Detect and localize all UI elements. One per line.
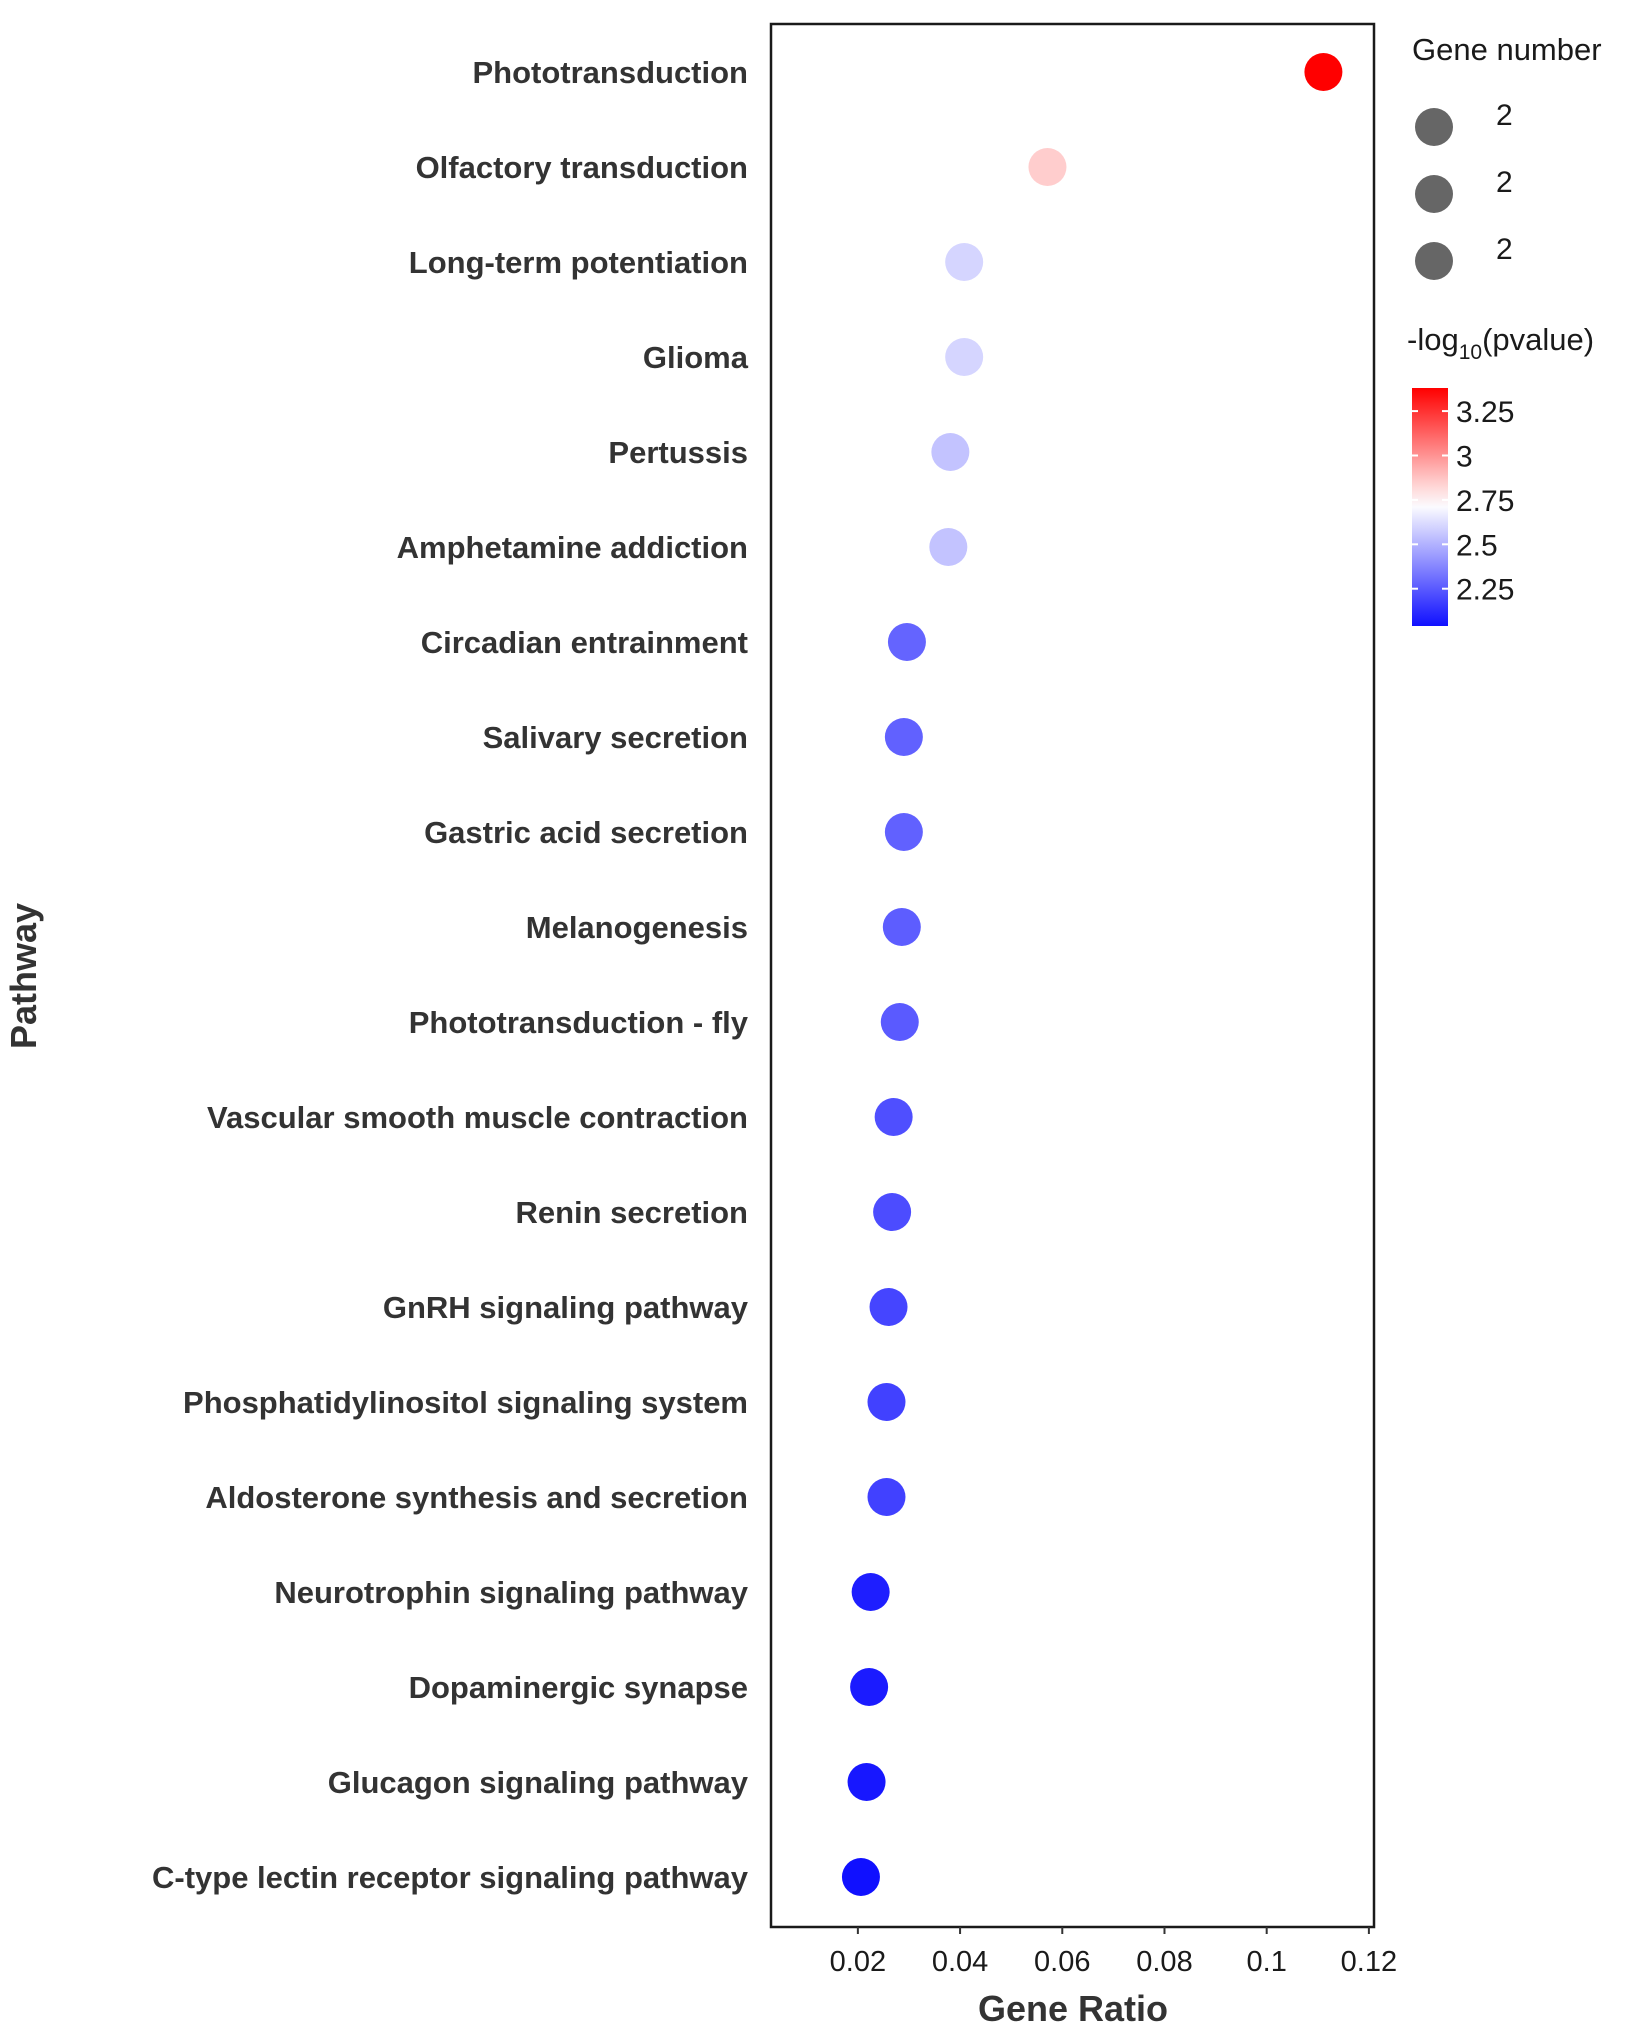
pathway-label: Dopaminergic synapse bbox=[409, 1670, 748, 1705]
data-point bbox=[884, 718, 923, 756]
data-point bbox=[847, 1763, 886, 1801]
pathway-label: Circadian entrainment bbox=[421, 625, 748, 660]
gene-number-legend-label: 2 bbox=[1496, 233, 1513, 266]
plot-panel-border bbox=[769, 22, 1376, 1929]
colorbar-tick-label: 2.75 bbox=[1456, 485, 1514, 518]
gene-number-legend-dot bbox=[1415, 242, 1453, 280]
x-axis: 0.02 0.04 0.06 0.08 0.1 0.12 bbox=[830, 1927, 1397, 1978]
pathway-label: Phototransduction bbox=[472, 55, 748, 90]
data-point bbox=[880, 1003, 919, 1041]
pathway-label: Neurotrophin signaling pathway bbox=[274, 1575, 748, 1610]
pathway-label: Long-term potentiation bbox=[409, 245, 748, 280]
gene-number-legend-label: 2 bbox=[1496, 166, 1513, 199]
data-point bbox=[1304, 53, 1343, 91]
pvalue-colorbar bbox=[1412, 388, 1448, 626]
pathway-label: Glucagon signaling pathway bbox=[328, 1765, 749, 1800]
x-tick-label: 0.06 bbox=[1034, 1946, 1090, 1978]
pathway-label: Renin secretion bbox=[515, 1195, 748, 1230]
pathway-label: Amphetamine addiction bbox=[397, 530, 748, 565]
data-point bbox=[945, 338, 984, 376]
x-axis-title: Gene Ratio bbox=[978, 1988, 1168, 2029]
pathway-label: Gastric acid secretion bbox=[424, 815, 748, 850]
colorbar-tick-label: 2.25 bbox=[1456, 574, 1514, 607]
data-point bbox=[882, 908, 921, 946]
x-tick-label: 0.02 bbox=[830, 1946, 886, 1978]
data-point bbox=[867, 1383, 906, 1421]
gene-number-legend-title: Gene number bbox=[1412, 32, 1602, 67]
x-tick-label: 0.12 bbox=[1341, 1946, 1397, 1978]
pvalue-color-legend: -log10(pvalue) 3.25 3 2.75 2.5 2.25 bbox=[1407, 322, 1594, 626]
pathway-label: Pertussis bbox=[608, 435, 748, 470]
pathway-label: Glioma bbox=[643, 340, 749, 375]
pathway-label: C-type lectin receptor signaling pathway bbox=[152, 1860, 749, 1895]
data-point bbox=[841, 1858, 880, 1896]
data-point bbox=[884, 813, 923, 851]
x-tick-label: 0.1 bbox=[1247, 1946, 1287, 1978]
colorbar-tick-label: 3.25 bbox=[1456, 396, 1514, 429]
pathway-labels: Phototransduction Olfactory transduction L… bbox=[152, 55, 749, 1895]
data-point bbox=[850, 1668, 889, 1706]
pathway-label: Olfactory transduction bbox=[416, 150, 748, 185]
pathway-label: Salivary secretion bbox=[483, 720, 748, 755]
data-point bbox=[887, 623, 926, 661]
data-point bbox=[931, 433, 970, 471]
x-tick-label: 0.08 bbox=[1136, 1946, 1192, 1978]
x-tick-label: 0.04 bbox=[932, 1946, 988, 1978]
data-point bbox=[851, 1573, 890, 1611]
data-point bbox=[945, 243, 984, 281]
data-point bbox=[867, 1478, 906, 1516]
pathway-label: Vascular smooth muscle contraction bbox=[207, 1100, 748, 1135]
data-point bbox=[874, 1098, 913, 1136]
data-point bbox=[929, 528, 968, 566]
gene-number-legend-dot bbox=[1415, 108, 1453, 146]
y-axis-title: Pathway bbox=[3, 903, 44, 1049]
colorbar-tick-label: 2.5 bbox=[1456, 529, 1498, 562]
data-points bbox=[841, 53, 1343, 1896]
pvalue-legend-title: -log10(pvalue) bbox=[1407, 322, 1594, 364]
gene-number-legend-label: 2 bbox=[1496, 99, 1513, 132]
pathway-label: Phototransduction - fly bbox=[409, 1005, 749, 1040]
gene-number-legend-dot bbox=[1415, 175, 1453, 213]
pathway-label: Phosphatidylinositol signaling system bbox=[183, 1385, 748, 1420]
pathway-label: Aldosterone synthesis and secretion bbox=[205, 1480, 748, 1515]
data-point bbox=[1028, 148, 1067, 186]
gene-number-legend: Gene number 2 2 2 bbox=[1412, 32, 1602, 280]
pathway-label: Melanogenesis bbox=[526, 910, 748, 945]
data-point bbox=[873, 1193, 912, 1231]
data-point bbox=[869, 1288, 908, 1326]
colorbar-tick-label: 3 bbox=[1456, 440, 1473, 473]
pathway-label: GnRH signaling pathway bbox=[383, 1290, 749, 1325]
